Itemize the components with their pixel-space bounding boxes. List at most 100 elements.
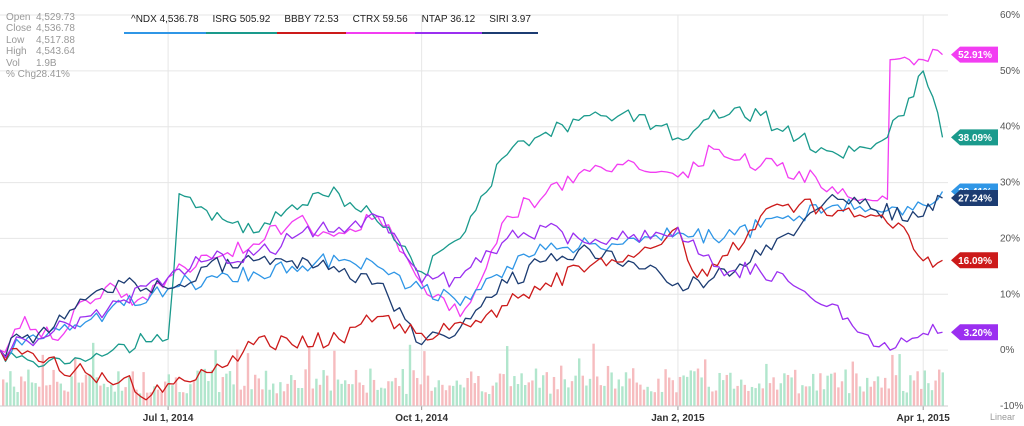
volume-bar bbox=[455, 380, 458, 406]
series-line-ndx bbox=[0, 191, 944, 359]
volume-bar bbox=[311, 388, 314, 406]
volume-bar bbox=[912, 380, 916, 406]
volume-bar bbox=[837, 387, 840, 406]
volume-bar bbox=[650, 391, 653, 406]
volume-bar bbox=[844, 369, 847, 406]
volume-bar bbox=[340, 383, 343, 406]
y-tick-label: 10% bbox=[1000, 289, 1020, 300]
end-tag-siri: 27.24% bbox=[951, 189, 998, 206]
volume-bar bbox=[509, 386, 512, 406]
volume-bar bbox=[520, 373, 523, 406]
scale-label[interactable]: Linear bbox=[990, 412, 1015, 422]
volume-bar bbox=[297, 387, 300, 406]
stat-label: % Chg bbox=[6, 69, 37, 81]
volume-bar bbox=[286, 383, 289, 406]
x-tick-label: Jul 1, 2014 bbox=[143, 413, 194, 424]
end-tag-label: 27.24% bbox=[958, 193, 992, 204]
stat-label: Open bbox=[6, 12, 31, 23]
volume-bar bbox=[16, 392, 19, 406]
volume-bar bbox=[812, 373, 815, 406]
volume-bar bbox=[617, 379, 620, 406]
volume-bar bbox=[858, 386, 862, 406]
volume-bar bbox=[344, 380, 347, 406]
volume-bar bbox=[261, 389, 264, 406]
volume-bar bbox=[887, 388, 890, 406]
legend-item[interactable]: ISRG 505.92 bbox=[205, 10, 278, 34]
volume-bar bbox=[549, 393, 552, 406]
volume-bar bbox=[102, 383, 106, 406]
volume-bar bbox=[282, 391, 286, 406]
volume-bar bbox=[740, 379, 743, 406]
end-tag-label: 16.09% bbox=[958, 256, 992, 267]
legend-item[interactable]: SIRI 3.97 bbox=[482, 10, 538, 34]
volume-bar bbox=[56, 381, 59, 406]
volume-bar bbox=[470, 371, 473, 406]
legend-item[interactable]: BBBY 72.53 bbox=[277, 10, 346, 34]
volume-bar bbox=[574, 375, 577, 406]
volume-bar bbox=[408, 344, 412, 406]
volume-bar bbox=[920, 388, 923, 406]
end-tag-shape bbox=[951, 189, 998, 206]
end-tag-label: 38.09% bbox=[958, 133, 992, 144]
volume-bar bbox=[876, 376, 880, 406]
volume-bar bbox=[20, 376, 23, 406]
volume-bar bbox=[326, 375, 329, 406]
volume-bar bbox=[358, 382, 361, 406]
stat-value: 4,517.88 bbox=[36, 34, 75, 46]
volume-bar bbox=[153, 386, 156, 406]
volume-bar bbox=[671, 380, 674, 406]
volume-bar bbox=[840, 381, 844, 406]
volume-bar bbox=[387, 381, 390, 406]
legend-item[interactable]: ^NDX 4,536.78 bbox=[124, 10, 206, 34]
volume-bar bbox=[322, 370, 325, 406]
volume-bar bbox=[754, 388, 757, 406]
volume-bar bbox=[300, 388, 304, 406]
legend-item[interactable]: NTAP 36.12 bbox=[414, 10, 483, 34]
volume-bar bbox=[531, 380, 534, 406]
end-tag-shape bbox=[951, 324, 998, 341]
volume-bar bbox=[92, 342, 95, 406]
stat-label: High bbox=[6, 46, 27, 58]
volume-bars bbox=[2, 342, 944, 406]
legend-item[interactable]: CTRX 59.56 bbox=[345, 10, 415, 34]
stat-value: 1.9B bbox=[36, 57, 57, 69]
volume-bar bbox=[380, 387, 383, 406]
volume-bar bbox=[149, 392, 152, 406]
volume-bar bbox=[678, 376, 682, 406]
volume-bar bbox=[369, 368, 372, 406]
volume-bar bbox=[232, 384, 235, 406]
volume-bar bbox=[905, 392, 908, 406]
volume-bar bbox=[167, 374, 170, 406]
chart-grid bbox=[0, 14, 948, 407]
volume-bar bbox=[448, 385, 451, 406]
volume-bar bbox=[257, 378, 260, 406]
volume-bar bbox=[545, 372, 548, 406]
volume-bar bbox=[182, 392, 185, 406]
volume-bar bbox=[81, 382, 84, 406]
volume-bar bbox=[394, 377, 397, 406]
volume-bar bbox=[873, 381, 876, 406]
volume-bar bbox=[898, 354, 901, 406]
stat-value: 4,529.73 bbox=[36, 12, 75, 23]
volume-bar bbox=[95, 377, 98, 406]
volume-bar bbox=[718, 372, 721, 406]
volume-bar bbox=[405, 393, 408, 406]
y-tick-label: 20% bbox=[1000, 233, 1020, 244]
volume-bar bbox=[700, 377, 703, 406]
end-tag-shape bbox=[951, 252, 998, 269]
volume-bar bbox=[416, 377, 419, 406]
chart-legend: ^NDX 4,536.78 ISRG 505.92 BBBY 72.53 CTRX 5… bbox=[124, 10, 538, 34]
volume-bar bbox=[704, 359, 707, 406]
volume-bar bbox=[675, 392, 678, 406]
volume-bar bbox=[318, 384, 322, 406]
volume-bar bbox=[902, 390, 905, 406]
volume-bar bbox=[779, 383, 782, 406]
volume-bar bbox=[423, 351, 426, 406]
volume-bar bbox=[441, 384, 444, 406]
volume-bar bbox=[578, 358, 581, 406]
volume-bar bbox=[156, 389, 160, 406]
volume-bar bbox=[412, 370, 415, 406]
stat-row: Open 4,529.73 bbox=[6, 12, 98, 23]
volume-bar bbox=[59, 383, 62, 406]
